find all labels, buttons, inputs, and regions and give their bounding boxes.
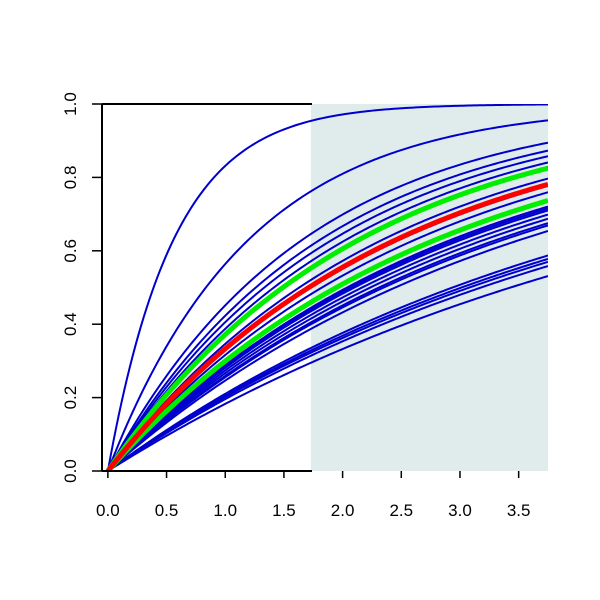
series-line-22: [107, 265, 548, 471]
series-line-21: [107, 260, 548, 471]
series-line-17: [107, 224, 548, 471]
series-line-1: [106, 104, 548, 471]
x-tick-label: 3.0: [448, 501, 472, 520]
series-line-14: [107, 213, 548, 471]
series-line-13: [107, 209, 548, 471]
series-line-15: [107, 217, 548, 471]
x-tick-label: 1.5: [272, 501, 296, 520]
series-line-24: [105, 165, 548, 471]
curves-layer: [105, 104, 548, 471]
y-axis-ticks: 0.0 0.2 0.4 0.6 0.8 1.0: [61, 92, 102, 483]
series-line-19: [107, 254, 548, 471]
x-axis-ticks: 0.0 0.5 1.0 1.5 2.0 2.5 3.0 3.5: [96, 471, 530, 520]
series-line-2: [106, 119, 548, 471]
series-line-10: [107, 191, 548, 471]
x-tick-label: 0.5: [155, 501, 179, 520]
series-line-23: [107, 275, 548, 471]
x-tick-label: 0.0: [96, 501, 120, 520]
series-line-3: [106, 141, 548, 471]
y-tick-label: 1.0: [61, 92, 80, 116]
y-tick-label: 0.0: [61, 459, 80, 483]
x-tick-label: 2.5: [389, 501, 413, 520]
series-line-4: [107, 149, 548, 471]
series-line-26: [105, 181, 548, 471]
y-tick-label: 0.2: [61, 386, 80, 410]
x-tick-label: 3.5: [507, 501, 531, 520]
y-tick-label: 0.6: [61, 239, 80, 263]
y-tick-label: 0.8: [61, 166, 80, 190]
series-line-6: [107, 161, 548, 471]
series-line-25: [106, 198, 548, 471]
series-line-5: [107, 155, 548, 471]
series-line-8: [107, 177, 548, 471]
series-line-18: [107, 230, 548, 471]
y-tick-label: 0.4: [61, 312, 80, 336]
x-tick-label: 2.0: [331, 501, 355, 520]
x-tick-label: 1.0: [213, 501, 237, 520]
